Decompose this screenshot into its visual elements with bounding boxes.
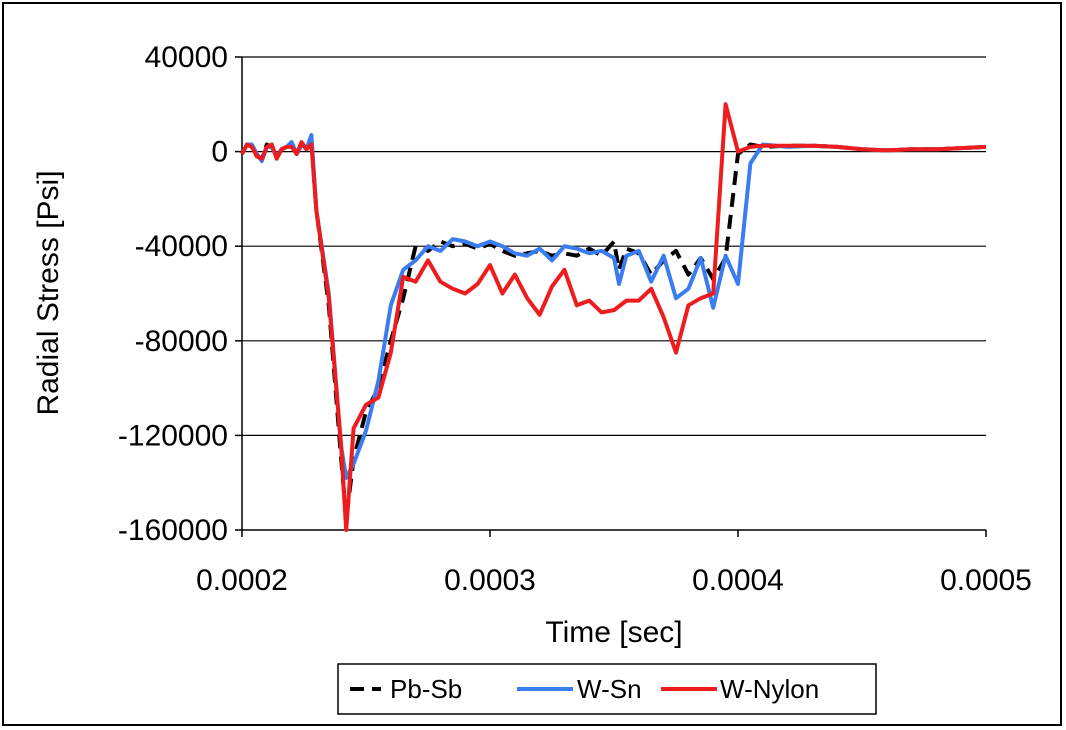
x-tick-label: 0.0003 xyxy=(444,564,536,597)
axes xyxy=(235,56,987,537)
y-tick-label: -40000 xyxy=(135,230,228,263)
legend-box xyxy=(337,663,877,715)
y-tick-label: -160000 xyxy=(118,514,228,547)
legend-label: W-Sn xyxy=(577,674,642,704)
y-tick-label: -80000 xyxy=(135,325,228,358)
x-tick-label: 0.0002 xyxy=(196,564,288,597)
series-lines xyxy=(240,102,987,532)
x-tick-label: 0.0005 xyxy=(940,564,1032,597)
x-axis-title: Time [sec] xyxy=(545,616,682,649)
tick-labels: 40000 0 -40000 -80000 -120000 -160000 0.0002 0.… xyxy=(118,41,1032,597)
y-tick-label: 0 xyxy=(211,136,228,169)
legend-label: W-Nylon xyxy=(720,674,819,704)
y-tick-label: -120000 xyxy=(118,419,228,452)
series-line-w-nylon xyxy=(240,102,987,532)
legend-label: Pb-Sb xyxy=(390,674,462,704)
legend: Pb-Sb W-Sn W-Nylon xyxy=(337,663,877,715)
y-tick-label: 40000 xyxy=(145,41,228,74)
grid-lines xyxy=(242,56,986,436)
x-tick-label: 0.0004 xyxy=(692,564,784,597)
y-axis-title: Radial Stress [Psi] xyxy=(32,170,65,415)
